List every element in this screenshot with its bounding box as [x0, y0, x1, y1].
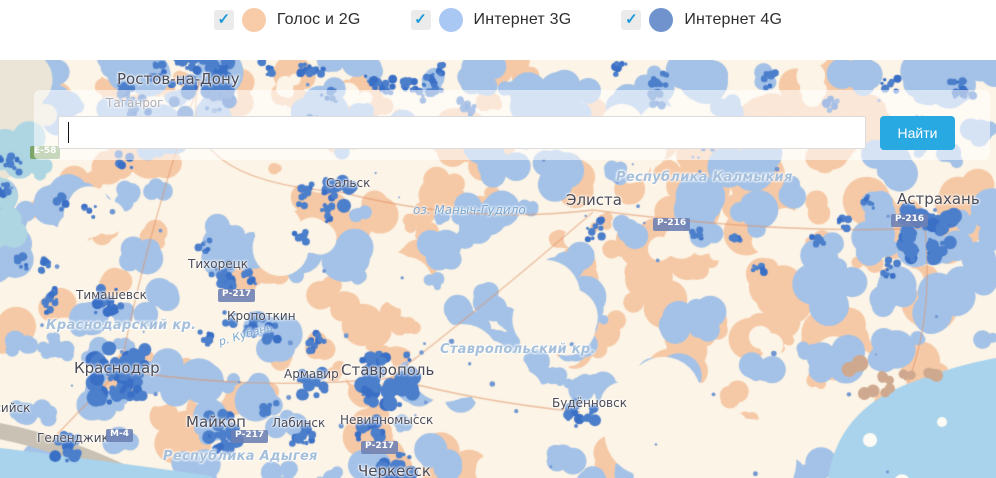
map-label-city: Астрахань — [897, 190, 980, 208]
checkbox-voice-2g[interactable]: ✓ — [213, 10, 234, 30]
checkbox-internet-3g[interactable]: ✓ — [410, 10, 431, 30]
checkbox-internet-4g[interactable]: ✓ — [621, 10, 642, 30]
legend-label-3g: Интернет 3G — [473, 11, 572, 28]
road-badge-r216: Р-216 — [891, 214, 929, 227]
map-label-city: Лабинск — [272, 416, 326, 430]
map-label-region: Республика Калмыкия — [616, 170, 793, 185]
legend-label-2g: Голос и 2G — [276, 11, 361, 28]
coverage-swatch-2g — [241, 8, 266, 32]
map-label-city: Сальск — [326, 176, 371, 190]
coverage-legend: ✓ Голос и 2G ✓ Интернет 3G ✓ Интернет 4G — [0, 0, 996, 60]
map-label-city: Армавир — [284, 367, 339, 381]
map-label-city: Ставрополь — [341, 361, 435, 379]
map-label-city: Геленджик — [37, 431, 109, 445]
road-badge-r216: Р-216 — [653, 218, 691, 231]
map-label-city: Элиста — [566, 191, 622, 209]
coverage-swatch-3g — [438, 8, 463, 32]
check-icon: ✓ — [625, 10, 638, 28]
map-label-city: Ростов-на-Дону — [117, 70, 240, 88]
map-label-city: Черкесск — [358, 462, 431, 478]
map-label-city: Новороссийск — [0, 401, 31, 415]
road-badge-r217: Р-217 — [218, 289, 256, 302]
map-label-city: Тихорецк — [188, 257, 248, 271]
coverage-map[interactable]: Ростов-на-Дону Таганрог Сальск Элиста Ас… — [0, 60, 996, 478]
text-caret — [68, 122, 69, 143]
map-label-region: Республика Адыгея — [163, 449, 318, 464]
map-label-lake: оз. Маныч-Гудило — [413, 203, 526, 217]
search-input[interactable] — [58, 116, 866, 149]
check-icon: ✓ — [414, 10, 427, 28]
legend-item-internet-3g: ✓ Интернет 3G — [410, 8, 572, 32]
map-label-city: Тимашевск — [76, 288, 147, 302]
map-label-city: Будённовск — [552, 396, 627, 410]
check-icon: ✓ — [217, 10, 231, 28]
road-badge-r217: Р-217 — [361, 441, 399, 454]
map-label-region: Краснодарский кр. — [46, 318, 197, 333]
map-label-city: Краснодар — [74, 359, 160, 377]
road-badge-r217: Р-217 — [231, 430, 269, 443]
map-label-city: Майкоп — [186, 413, 246, 431]
map-label-city: Невинномысск — [340, 413, 434, 427]
road-badge-m4: М-4 — [106, 429, 133, 442]
legend-item-internet-4g: ✓ Интернет 4G — [621, 8, 782, 32]
legend-label-4g: Интернет 4G — [684, 11, 783, 28]
map-label-city: Кропоткин — [227, 309, 296, 323]
coverage-swatch-4g — [649, 8, 674, 32]
map-label-region: Ставропольский кр. — [440, 342, 596, 357]
find-button[interactable]: Найти — [880, 116, 955, 150]
legend-item-voice-2g: ✓ Голос и 2G — [213, 8, 361, 32]
